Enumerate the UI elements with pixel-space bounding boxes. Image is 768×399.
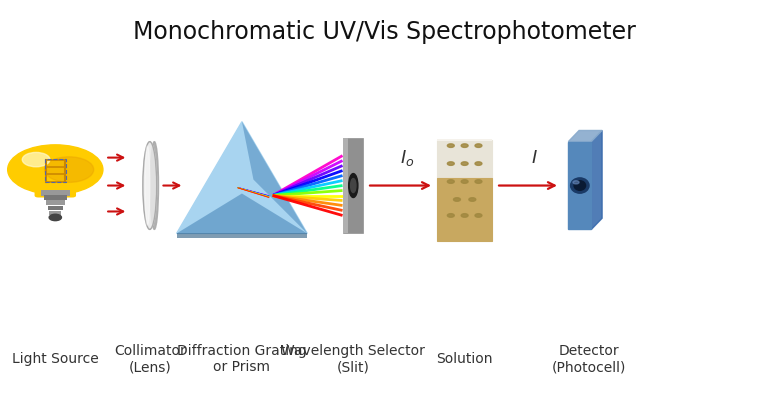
FancyBboxPatch shape bbox=[437, 140, 492, 178]
FancyBboxPatch shape bbox=[343, 138, 363, 233]
Ellipse shape bbox=[349, 174, 358, 198]
Circle shape bbox=[475, 144, 482, 148]
Text: Detector
(Photocell): Detector (Photocell) bbox=[552, 344, 626, 374]
Ellipse shape bbox=[143, 142, 157, 229]
Circle shape bbox=[461, 162, 468, 165]
FancyBboxPatch shape bbox=[48, 206, 62, 210]
Polygon shape bbox=[591, 130, 602, 229]
FancyBboxPatch shape bbox=[437, 178, 492, 241]
FancyBboxPatch shape bbox=[343, 138, 349, 233]
Ellipse shape bbox=[571, 178, 589, 193]
Circle shape bbox=[45, 157, 94, 182]
Circle shape bbox=[447, 162, 454, 165]
Circle shape bbox=[461, 180, 468, 184]
Polygon shape bbox=[242, 122, 307, 233]
Ellipse shape bbox=[350, 179, 356, 193]
Circle shape bbox=[447, 180, 454, 184]
Text: Solution: Solution bbox=[436, 352, 493, 366]
Circle shape bbox=[461, 214, 468, 217]
FancyBboxPatch shape bbox=[41, 190, 70, 196]
Ellipse shape bbox=[145, 146, 150, 225]
Text: Monochromatic UV/Vis Spectrophotometer: Monochromatic UV/Vis Spectrophotometer bbox=[133, 20, 635, 44]
Text: Wavelength Selector
(Slit): Wavelength Selector (Slit) bbox=[281, 344, 425, 374]
Ellipse shape bbox=[151, 142, 158, 229]
Ellipse shape bbox=[574, 181, 585, 190]
FancyBboxPatch shape bbox=[46, 200, 65, 205]
Polygon shape bbox=[177, 122, 307, 233]
FancyBboxPatch shape bbox=[49, 211, 61, 215]
FancyBboxPatch shape bbox=[437, 139, 492, 141]
Polygon shape bbox=[177, 194, 307, 233]
Circle shape bbox=[22, 152, 50, 167]
Text: Collimator
(Lens): Collimator (Lens) bbox=[114, 344, 186, 374]
Circle shape bbox=[453, 198, 460, 201]
Circle shape bbox=[461, 144, 468, 148]
FancyBboxPatch shape bbox=[568, 142, 591, 229]
Circle shape bbox=[475, 180, 482, 184]
Polygon shape bbox=[568, 130, 602, 142]
FancyBboxPatch shape bbox=[44, 195, 67, 200]
Text: I: I bbox=[531, 148, 536, 167]
Polygon shape bbox=[177, 233, 307, 238]
Circle shape bbox=[475, 214, 482, 217]
Circle shape bbox=[447, 144, 454, 148]
Text: Diffraction Grating
or Prism: Diffraction Grating or Prism bbox=[177, 344, 306, 374]
Circle shape bbox=[468, 198, 476, 201]
Circle shape bbox=[49, 214, 61, 221]
Text: Light Source: Light Source bbox=[12, 352, 98, 366]
Text: I$_\mathregular{o}$: I$_\mathregular{o}$ bbox=[399, 148, 415, 168]
Circle shape bbox=[573, 181, 579, 184]
FancyBboxPatch shape bbox=[35, 170, 76, 198]
Circle shape bbox=[475, 162, 482, 165]
Circle shape bbox=[447, 214, 454, 217]
Circle shape bbox=[8, 145, 103, 194]
